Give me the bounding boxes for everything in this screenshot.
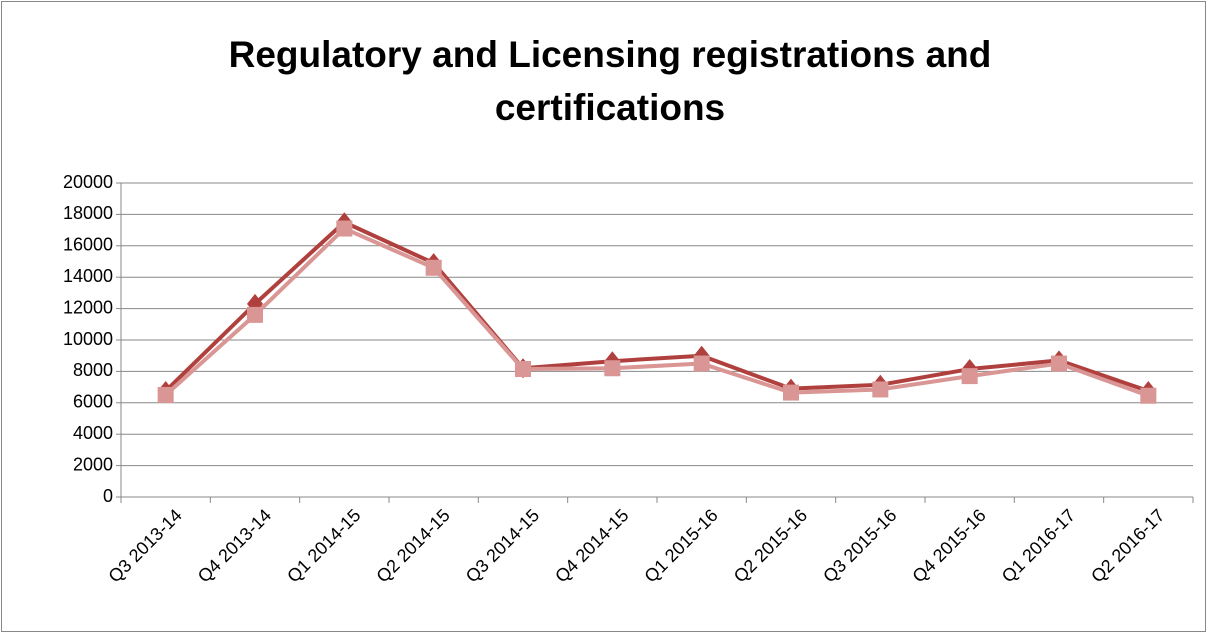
y-tick-label: 6000: [73, 392, 113, 412]
point-marker: [1051, 355, 1067, 372]
x-tick-label: Q4 2014-15: [551, 505, 632, 586]
x-tick-label: Q3 2013-14: [104, 505, 185, 586]
x-tick-label: Q2 2014-15: [372, 505, 453, 586]
point-marker: [1140, 387, 1157, 404]
point-marker: [693, 355, 710, 372]
point-marker: [336, 220, 353, 237]
point-marker: [783, 384, 799, 401]
x-tick-label: Q2 2016-17: [1087, 505, 1168, 586]
point-marker: [157, 386, 174, 403]
point-marker: [872, 381, 889, 398]
y-tick-label: 20000: [63, 172, 113, 192]
x-tick-label: Q3 2014-15: [462, 505, 543, 586]
chart-title: Regulatory and Licensing registrations a…: [228, 34, 992, 128]
x-tick-label: Q2 2015-16: [730, 505, 811, 586]
y-tick-label: 12000: [63, 297, 113, 317]
y-tick-label: 8000: [73, 360, 113, 380]
y-tick-label: 10000: [63, 329, 113, 349]
point-marker: [515, 361, 531, 378]
y-tick-label: 16000: [63, 235, 113, 255]
x-tick-label: Q1 2015-16: [640, 505, 721, 586]
x-tick-label: Q1 2016-17: [998, 505, 1079, 586]
series-line: [164, 220, 1149, 393]
x-tick-label: Q4 2013-14: [194, 505, 275, 586]
y-tick-label: 18000: [63, 203, 113, 223]
point-marker: [604, 360, 621, 377]
point-marker: [961, 368, 978, 385]
series-line: [164, 226, 1150, 398]
point-marker: [247, 306, 263, 323]
y-tick-label: 4000: [73, 423, 113, 443]
x-tick-label: Q1 2014-15: [283, 505, 364, 586]
y-tick-label: 2000: [73, 454, 113, 474]
y-tick-label: 0: [103, 486, 113, 506]
point-marker: [425, 259, 442, 276]
x-tick-label: Q3 2015-16: [819, 505, 900, 586]
y-tick-label: 14000: [63, 266, 113, 286]
x-tick-label: Q4 2015-16: [908, 505, 989, 586]
